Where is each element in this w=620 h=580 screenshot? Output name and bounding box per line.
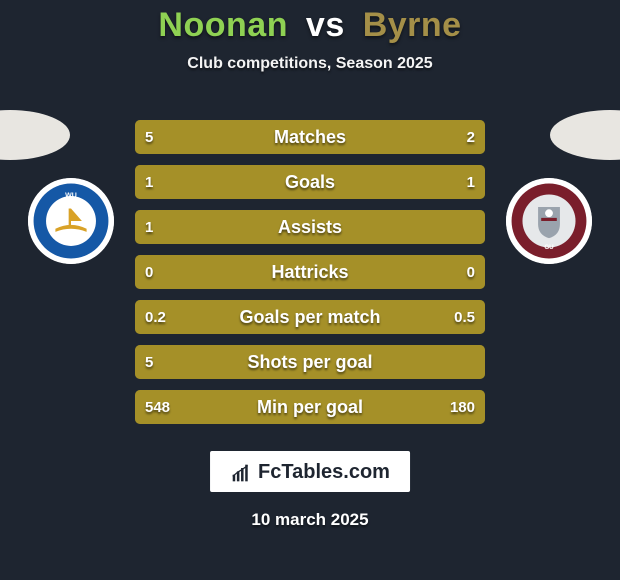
bar-label: Shots per goal — [135, 345, 485, 379]
accent-ellipse-left — [0, 110, 70, 160]
footer-logo: FcTables.com — [210, 451, 410, 492]
comparison-card: Noonan vs Byrne Club competitions, Seaso… — [0, 0, 620, 580]
svg-text:GU: GU — [544, 244, 554, 251]
stat-row: 1Assists — [135, 210, 485, 244]
stat-row: 548180Min per goal — [135, 390, 485, 424]
stat-row: 00Hattricks — [135, 255, 485, 289]
bar-label: Assists — [135, 210, 485, 244]
accent-ellipse-right — [550, 110, 620, 160]
bar-label: Goals per match — [135, 300, 485, 334]
svg-text:WU: WU — [65, 193, 77, 200]
bar-label: Hattricks — [135, 255, 485, 289]
page-title: Noonan vs Byrne — [0, 0, 620, 45]
stat-bars: 52Matches 11Goals 1Assists 00Hattricks 0.20.… — [135, 120, 485, 424]
subtitle: Club competitions, Season 2025 — [0, 55, 620, 73]
bar-label: Matches — [135, 120, 485, 154]
bar-label: Min per goal — [135, 390, 485, 424]
footer-date: 10 march 2025 — [0, 510, 620, 530]
title-vs: vs — [298, 6, 353, 45]
club-crest-right: GU — [506, 178, 592, 264]
club-crest-left: WU — [28, 178, 114, 264]
title-player1: Noonan — [158, 6, 288, 45]
stat-row: 11Goals — [135, 165, 485, 199]
bar-label: Goals — [135, 165, 485, 199]
stat-row: 5Shots per goal — [135, 345, 485, 379]
footer-logo-text: FcTables.com — [258, 461, 390, 484]
crest-left-svg: WU — [32, 182, 110, 260]
title-player2: Byrne — [363, 6, 462, 45]
chart-icon — [230, 463, 252, 483]
crest-right-svg: GU — [510, 182, 588, 260]
stat-row: 52Matches — [135, 120, 485, 154]
stat-row: 0.20.5Goals per match — [135, 300, 485, 334]
